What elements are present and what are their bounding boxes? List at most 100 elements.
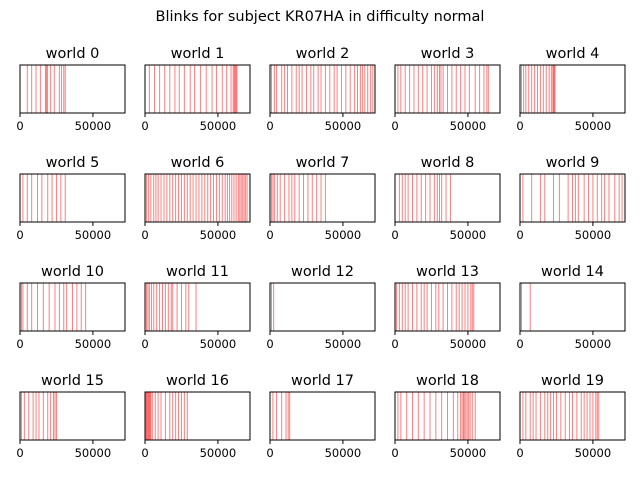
panel-title: world 13 — [416, 264, 479, 280]
panel-title: world 0 — [46, 46, 100, 62]
x-tick-label: 50000 — [325, 119, 362, 133]
panel-frame — [144, 173, 251, 223]
x-tick-label: 0 — [266, 446, 273, 460]
panel-title: world 10 — [41, 264, 104, 280]
panel: world 13 0 50000 — [391, 264, 501, 351]
x-tick-label: 50000 — [450, 446, 487, 460]
panel-frame — [519, 173, 626, 223]
x-tick-label: 0 — [391, 119, 398, 133]
panel: world 17 0 50000 — [266, 373, 376, 460]
x-tick-label: 0 — [266, 337, 273, 351]
x-tick-label: 0 — [16, 119, 23, 133]
x-tick-label: 0 — [141, 446, 148, 460]
x-tick-label: 50000 — [75, 228, 112, 242]
panel-frame — [19, 391, 126, 441]
x-tick-label: 0 — [16, 446, 23, 460]
panel-frame — [519, 282, 626, 332]
panel-title: world 5 — [46, 155, 100, 171]
x-tick-label: 0 — [141, 337, 148, 351]
panel: world 19 0 50000 — [516, 373, 626, 460]
panel-frame — [19, 173, 126, 223]
x-tick-label: 50000 — [200, 337, 237, 351]
x-tick-label: 50000 — [450, 228, 487, 242]
panel-frame — [269, 391, 376, 441]
panel-frame — [394, 391, 501, 441]
panel-title: world 4 — [546, 46, 600, 62]
panel-title: world 12 — [291, 264, 354, 280]
x-tick-label: 0 — [516, 337, 523, 351]
x-tick-label: 0 — [391, 446, 398, 460]
x-tick-label: 0 — [16, 337, 23, 351]
panel: world 5 0 50000 — [16, 155, 126, 242]
panel-frame — [519, 64, 626, 114]
panel-frame — [519, 391, 626, 441]
panel: world 0 0 50000 — [16, 46, 126, 133]
x-tick-label: 50000 — [75, 446, 112, 460]
x-tick-label: 50000 — [75, 119, 112, 133]
panel: world 2 0 50000 — [266, 46, 376, 133]
panel-title: world 8 — [421, 155, 475, 171]
panel-title: world 7 — [296, 155, 350, 171]
panel-title: world 17 — [291, 373, 354, 389]
panel: world 14 0 50000 — [516, 264, 626, 351]
x-tick-label: 0 — [141, 119, 148, 133]
panel-frame — [19, 282, 126, 332]
x-tick-label: 0 — [141, 228, 148, 242]
panel-title: world 15 — [41, 373, 104, 389]
panel-frame — [269, 64, 376, 114]
panel: world 12 0 50000 — [266, 264, 376, 351]
x-tick-label: 0 — [391, 337, 398, 351]
panel-frame — [269, 173, 376, 223]
x-tick-label: 50000 — [200, 446, 237, 460]
panel-frame — [144, 282, 251, 332]
panel-title: world 16 — [166, 373, 229, 389]
panel-title: world 3 — [421, 46, 475, 62]
panel: world 16 0 50000 — [141, 373, 251, 460]
x-tick-label: 50000 — [325, 337, 362, 351]
x-tick-label: 50000 — [575, 228, 612, 242]
panel-frame — [269, 282, 376, 332]
panel-frame — [394, 173, 501, 223]
x-tick-label: 50000 — [325, 228, 362, 242]
x-tick-label: 0 — [516, 119, 523, 133]
panel-frame — [144, 391, 251, 441]
panel-title: world 19 — [541, 373, 604, 389]
panel-title: world 11 — [166, 264, 229, 280]
x-tick-label: 50000 — [325, 446, 362, 460]
x-tick-label: 50000 — [200, 228, 237, 242]
panel: world 18 0 50000 — [391, 373, 501, 460]
panel: world 1 0 50000 — [141, 46, 251, 133]
panel-title: world 14 — [541, 264, 604, 280]
panel-frame — [19, 64, 126, 114]
x-tick-label: 0 — [16, 228, 23, 242]
x-tick-label: 50000 — [575, 446, 612, 460]
panel: world 9 0 50000 — [516, 155, 626, 242]
x-tick-label: 50000 — [575, 337, 612, 351]
x-tick-label: 50000 — [450, 337, 487, 351]
panel-title: world 9 — [546, 155, 600, 171]
panel: world 3 0 50000 — [391, 46, 501, 133]
panel-title: world 1 — [171, 46, 225, 62]
panel: world 6 0 50000 — [141, 155, 251, 242]
figure-title: Blinks for subject KR07HA in difficulty … — [156, 9, 485, 25]
x-tick-label: 0 — [516, 446, 523, 460]
panel: world 10 0 50000 — [16, 264, 126, 351]
panel-frame — [394, 282, 501, 332]
x-tick-label: 50000 — [575, 119, 612, 133]
panel-frame — [144, 64, 251, 114]
panel: world 4 0 50000 — [516, 46, 626, 133]
x-tick-label: 50000 — [200, 119, 237, 133]
panel: world 7 0 50000 — [266, 155, 376, 242]
x-tick-label: 0 — [266, 228, 273, 242]
panel: world 11 0 50000 — [141, 264, 251, 351]
panel-frame — [394, 64, 501, 114]
x-tick-label: 50000 — [75, 337, 112, 351]
x-tick-label: 0 — [391, 228, 398, 242]
x-tick-label: 0 — [266, 119, 273, 133]
x-tick-label: 50000 — [450, 119, 487, 133]
panel-title: world 18 — [416, 373, 479, 389]
panel-title: world 6 — [171, 155, 225, 171]
panel-title: world 2 — [296, 46, 350, 62]
